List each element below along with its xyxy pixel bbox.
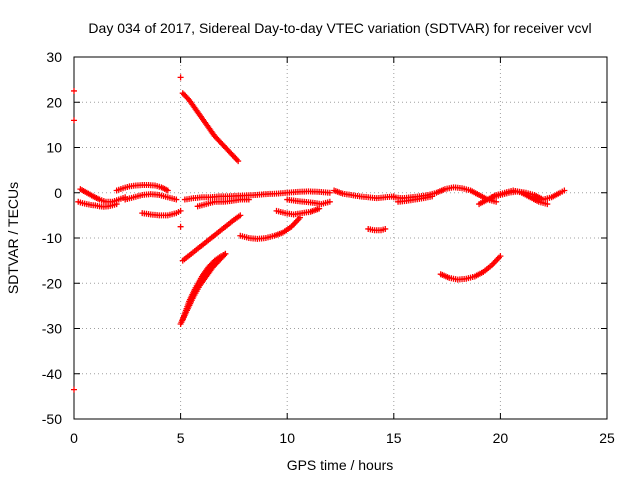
grid [74, 57, 607, 419]
y-tick-label: -50 [42, 411, 62, 427]
data-point [382, 225, 389, 232]
data-points [71, 74, 568, 393]
data-point [235, 158, 242, 165]
data-point [237, 212, 244, 219]
y-tick-label: -30 [42, 321, 62, 337]
x-tick-label: 0 [70, 430, 78, 446]
data-point [245, 196, 252, 203]
data-point [173, 196, 180, 203]
data-point [561, 187, 568, 194]
x-tick-label: 20 [493, 430, 509, 446]
y-tick-label: -40 [42, 366, 62, 382]
x-axis-label: GPS time / hours [287, 457, 394, 473]
data-point [326, 198, 333, 205]
data-point [164, 187, 171, 194]
data-point [222, 250, 229, 257]
y-tick-label: -20 [42, 275, 62, 291]
data-point [71, 87, 77, 94]
plot-frame [73, 56, 608, 420]
x-tick-label: 25 [599, 430, 615, 446]
data-point [71, 386, 77, 393]
data-point [493, 198, 500, 205]
axes: 0 5 10 15 20 25 30 20 10 0 -10 -20 -30 -40 -50 [42, 49, 615, 446]
data-point [177, 207, 184, 214]
x-tick-label: 10 [279, 430, 295, 446]
chart-title: Day 034 of 2017, Sidereal Day-to-day VTE… [88, 20, 591, 36]
data-point [177, 223, 184, 230]
y-tick-label: 30 [46, 49, 62, 65]
y-tick-label: -10 [42, 230, 62, 246]
x-tick-label: 5 [177, 430, 185, 446]
data-point [177, 74, 184, 81]
y-tick-label: 0 [54, 185, 62, 201]
y-tick-label: 10 [46, 140, 62, 156]
data-point [429, 193, 436, 200]
data-point [326, 189, 333, 196]
y-axis-label: SDTVAR / TECUs [5, 182, 21, 294]
data-point [544, 201, 551, 208]
x-tick-label: 15 [386, 430, 402, 446]
data-point [497, 253, 504, 260]
data-point [71, 117, 77, 124]
y-tick-label: 20 [46, 94, 62, 110]
